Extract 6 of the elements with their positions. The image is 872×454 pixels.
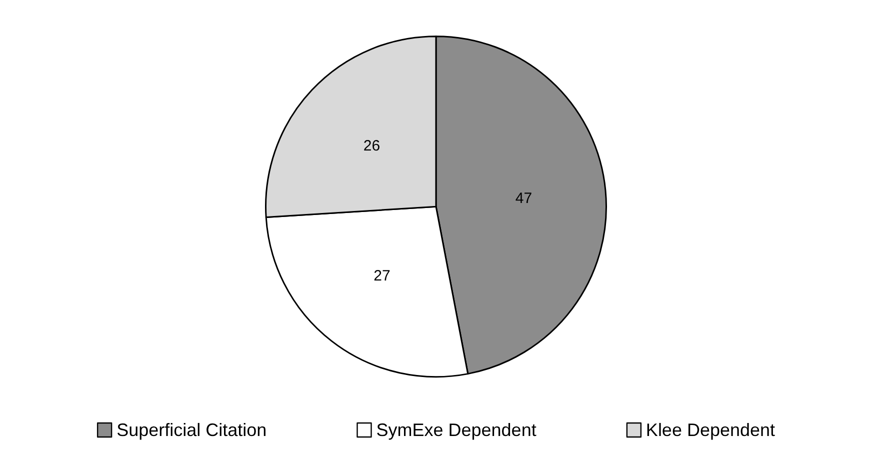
data-label: 47 — [515, 190, 532, 207]
legend-label: Superficial Citation — [116, 420, 267, 440]
data-label: 27 — [374, 268, 390, 285]
data-label: 26 — [363, 138, 380, 155]
legend-label: SymExe Dependent — [376, 420, 536, 440]
legend-label: Klee Dependent — [646, 420, 776, 440]
